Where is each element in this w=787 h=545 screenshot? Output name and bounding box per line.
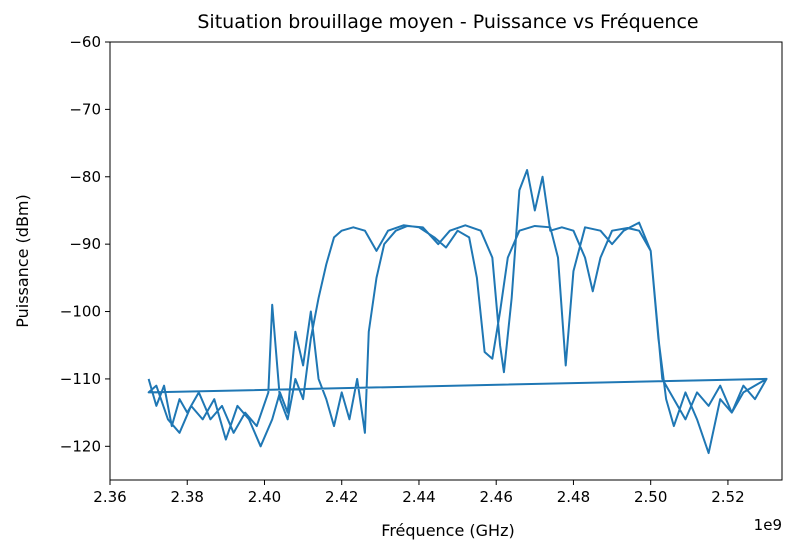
x-tick-label: 2.38: [171, 488, 204, 506]
x-tick-label: 2.48: [557, 488, 590, 506]
x-tick-label: 2.52: [711, 488, 744, 506]
x-tick-label: 2.42: [325, 488, 358, 506]
y-axis-label: Puissance (dBm): [13, 194, 32, 328]
line-series: [147, 169, 768, 455]
x-offset-label: 1e9: [754, 516, 782, 534]
x-tick-label: 2.50: [634, 488, 667, 506]
y-tick-label: −90: [69, 235, 101, 253]
x-tick-label: 2.40: [248, 488, 281, 506]
chart-title: Situation brouillage moyen - Puissance v…: [197, 11, 698, 33]
y-tick-label: −100: [60, 303, 101, 321]
y-tick-label: −70: [69, 100, 101, 118]
x-tick-label: 2.44: [402, 488, 435, 506]
y-tick-label: −80: [69, 168, 101, 186]
y-tick-label: −60: [69, 33, 101, 51]
y-tick-label: −110: [60, 370, 101, 388]
y-tick-label: −120: [60, 437, 101, 455]
x-tick-label: 2.46: [480, 488, 513, 506]
x-axis-label: Fréquence (GHz): [381, 521, 514, 540]
plot-frame: [109, 41, 783, 481]
x-tick-label: 2.36: [93, 488, 126, 506]
